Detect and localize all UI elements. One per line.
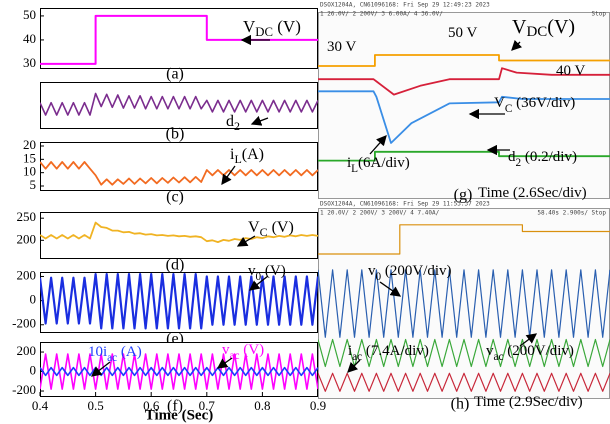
- annotation: 40 V: [556, 63, 585, 79]
- annotation-subscript: 2: [234, 119, 240, 133]
- annotation-text: Time (2.9Sec/div): [474, 394, 583, 410]
- panel-label: (a): [166, 66, 184, 83]
- y-tick-label: 10: [23, 164, 36, 179]
- y-tick-label: 30: [23, 55, 36, 70]
- annotation: 30 V: [327, 39, 356, 55]
- scope-status: 58.40s 2.900s/ Stop: [537, 210, 606, 217]
- figure: 304050(a)VDC (V)(b)d25101520(c)iL(A)2002…: [0, 0, 610, 424]
- annotation-subscript: DC: [255, 25, 273, 39]
- y-tick-label: 5: [30, 177, 37, 192]
- y-tick-label: 50: [23, 7, 36, 22]
- x-tick-label: 0.4: [32, 398, 49, 413]
- y-tick-label: 250: [17, 209, 37, 224]
- annotation-subscript: C: [260, 225, 268, 239]
- annotation: Time (2.6Sec/div): [478, 185, 587, 201]
- annotation-subscript: ac: [352, 351, 362, 363]
- panel-label: (h): [451, 396, 470, 413]
- annotation-text: V: [248, 219, 260, 236]
- y-tick-label: 15: [23, 150, 36, 165]
- plot-frame: [319, 209, 610, 399]
- annotation: 50 V: [448, 25, 477, 41]
- y-tick-label: 20: [23, 137, 36, 152]
- annotation-text: Time (2.6Sec/div): [478, 185, 587, 201]
- x-tick-label: 0.5: [87, 398, 103, 413]
- annotation-text: 40 V: [556, 63, 585, 79]
- scope-channels: 1 20.0V/ 2 200V/ 3 200V/ 4 7.40A/: [320, 210, 440, 217]
- annotation-subscript: L: [234, 152, 241, 166]
- annotation-tail: (V): [547, 16, 575, 38]
- annotation-tail: (A): [242, 146, 264, 163]
- x-tick-label: 0.9: [310, 398, 326, 413]
- annotation-text: V: [512, 16, 527, 38]
- annotation-tail: (V): [261, 263, 286, 279]
- annotation-tail: (6A/div): [358, 155, 410, 171]
- annotation-subscript: DC: [526, 24, 547, 40]
- annotation-text: V: [243, 17, 256, 36]
- x-tick-label: 0.8: [254, 398, 270, 413]
- y-tick-label: 0: [30, 292, 37, 307]
- annotation-text: 30 V: [327, 39, 356, 55]
- panel-label: (c): [166, 189, 184, 206]
- annotation-tail: (0.2/div): [521, 149, 577, 165]
- annotation-text: d: [226, 113, 234, 130]
- y-tick-label: 200: [17, 267, 37, 282]
- panel-label: (d): [166, 257, 185, 274]
- annotation-subscript: ac: [494, 351, 504, 363]
- panel-label: (b): [166, 126, 185, 143]
- y-tick-label: 200: [17, 231, 37, 246]
- y-tick-label: 200: [17, 343, 37, 358]
- annotation-subscript: ac: [107, 352, 117, 364]
- y-tick-label: 0: [30, 363, 37, 378]
- annotation-tail: (7.4A/div): [362, 343, 429, 359]
- panel-label: (f): [167, 398, 183, 415]
- y-tick-label: 40: [23, 31, 36, 46]
- scope-status: Stop: [592, 11, 607, 18]
- annotation-text: 50 V: [448, 25, 477, 41]
- annotation-tail: (A): [117, 344, 142, 360]
- annotation-text: V: [494, 95, 505, 111]
- annotation-tail: (V): [268, 219, 294, 236]
- annotation-tail: (200V/div): [381, 263, 451, 279]
- scope-channels: 1 26.0V/ 2 200V/ 3 6.00A/ 4 36.0V/: [320, 11, 443, 18]
- y-tick-label: -200: [12, 382, 36, 397]
- scope-header: DSOX1204A, CN61096168: Fri Sep 29 11:53:…: [320, 201, 490, 208]
- y-tick-label: -200: [12, 316, 36, 331]
- annotation-tail: (200V/div): [504, 343, 574, 359]
- annotation: Time (2.9Sec/div): [474, 394, 583, 410]
- annotation-tail: (V): [273, 17, 301, 36]
- annotation-subscript: C: [505, 103, 513, 115]
- annotation-tail: (36V/div): [512, 95, 575, 111]
- annotation-tail: (V): [240, 342, 265, 358]
- scope-header: DSOX1204A, CN61096168: Fri Sep 29 12:49:…: [320, 2, 490, 9]
- annotation-subscript: ac: [230, 350, 240, 362]
- annotation-text: 10i: [88, 344, 107, 360]
